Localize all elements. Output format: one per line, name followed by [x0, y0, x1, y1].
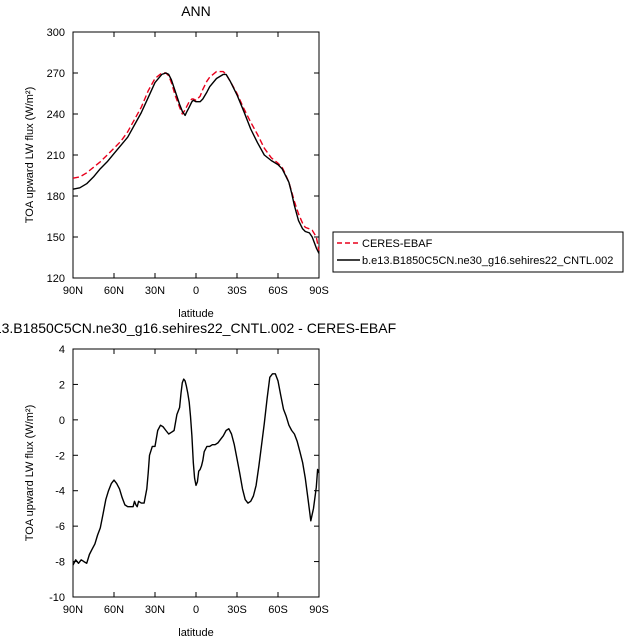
bottom-y-axis-label: TOA upward LW flux (W/m²): [24, 405, 36, 542]
bottom-chart-title: 13.B1850C5CN.ne30_g16.sehires22_CNTL.002…: [0, 320, 396, 336]
legend-label-model: b.e13.B1850C5CN.ne30_g16.sehires22_CNTL.…: [362, 255, 613, 267]
top-y-tick-label: 210: [47, 150, 65, 162]
bottom-series-group: [72, 373, 320, 566]
top-x-axis: 90N 60N 30N 0 30S 60S 90S: [63, 32, 329, 297]
top-x-tick-label: 90S: [309, 285, 329, 297]
bottom-x-tick-label: 0: [193, 604, 199, 616]
top-series-group: [72, 70, 320, 254]
bottom-y-tick-label: 4: [59, 344, 65, 356]
bottom-x-tick-label: 60N: [104, 604, 124, 616]
top-y-axis-label: TOA upward LW flux (W/m²): [24, 87, 36, 224]
bottom-x-axis-label: latitude: [178, 627, 213, 639]
bottom-x-tick-label: 90N: [63, 604, 83, 616]
top-plot-frame: [72, 31, 320, 279]
top-x-tick-label: 0: [193, 285, 199, 297]
legend: CERES-EBAF b.e13.B1850C5CN.ne30_g16.sehi…: [332, 231, 624, 273]
top-x-tick-label: 90N: [63, 285, 83, 297]
legend-box: [332, 231, 624, 273]
top-y-tick-label: 300: [47, 27, 65, 39]
top-x-tick-label: 60N: [104, 285, 124, 297]
top-panel: ANN 120 150 180 210 240 270 300 90N 60N 30N 0 30S 6…: [24, 3, 329, 320]
bottom-plot-frame: [72, 348, 320, 598]
top-y-tick-label: 270: [47, 68, 65, 80]
bottom-x-axis: 90N 60N 30N 0 30S 60S 90S: [63, 349, 329, 616]
bottom-y-tick-label: 0: [59, 415, 65, 427]
top-x-tick-label: 30N: [145, 285, 165, 297]
top-chart-title: ANN: [181, 3, 211, 19]
top-y-tick-label: 120: [47, 273, 65, 285]
top-y-tick-label: 150: [47, 232, 65, 244]
top-x-tick-label: 30S: [227, 285, 247, 297]
bottom-y-tick-label: -2: [55, 450, 65, 462]
bottom-x-tick-label: 90S: [309, 604, 329, 616]
top-y-axis: 120 150 180 210 240 270 300: [47, 27, 319, 285]
legend-label-ceres: CERES-EBAF: [362, 238, 433, 250]
bottom-y-tick-label: -6: [55, 521, 65, 533]
bottom-y-tick-label: -10: [49, 592, 65, 604]
bottom-panel: 13.B1850C5CN.ne30_g16.sehires22_CNTL.002…: [0, 320, 396, 639]
top-y-tick-label: 180: [47, 191, 65, 203]
bottom-x-tick-label: 30S: [227, 604, 247, 616]
bottom-x-tick-label: 60S: [268, 604, 288, 616]
bottom-x-tick-label: 30N: [145, 604, 165, 616]
top-series-line-1: [72, 72, 320, 254]
bottom-y-axis: -10 -8 -6 -4 -2 0 2 4: [49, 344, 319, 604]
top-y-tick-label: 240: [47, 109, 65, 121]
bottom-y-tick-label: -4: [55, 486, 65, 498]
top-x-tick-label: 60S: [268, 285, 288, 297]
bottom-series-line-0: [72, 373, 320, 566]
top-x-axis-label: latitude: [178, 308, 213, 320]
top-series-line-0: [72, 70, 320, 251]
bottom-y-tick-label: 2: [59, 379, 65, 391]
bottom-y-tick-label: -8: [55, 557, 65, 569]
